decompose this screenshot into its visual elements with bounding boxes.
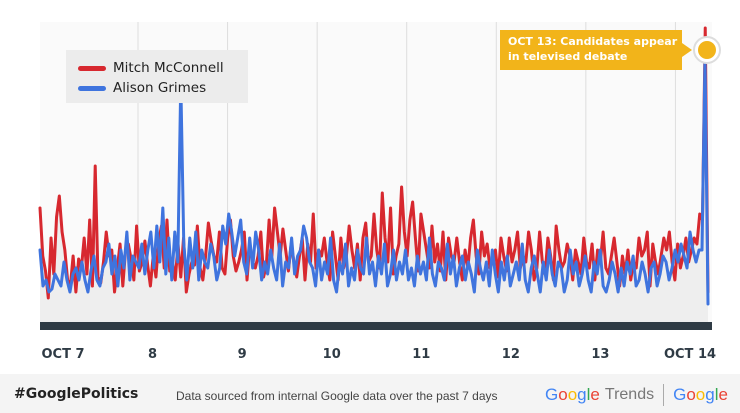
hashtag: #GooglePolitics	[14, 386, 139, 402]
google-logo-2: Google	[673, 385, 728, 404]
google-logo-1: Google	[545, 385, 600, 404]
x-axis-labels: OCT 7 8 9 10 11 12 13 OCT 14	[41, 347, 716, 362]
x-axis-bar	[40, 322, 712, 330]
callout-line-2: in televised debate	[508, 50, 628, 63]
series-line-mcconnell	[38, 26, 710, 300]
source-note: Data sourced from internal Google data o…	[176, 389, 498, 403]
legend-label: Mitch McConnell	[113, 60, 224, 76]
x-tick-label: 12	[502, 347, 520, 362]
x-tick-label: 10	[323, 347, 341, 362]
x-tick-label: 11	[412, 347, 430, 362]
marker-dot	[698, 41, 716, 59]
series-line-grimes	[38, 56, 710, 306]
trends-label: Trends	[604, 386, 655, 403]
legend-swatch-red	[78, 65, 106, 71]
footer	[0, 374, 740, 413]
legend-swatch-blue	[78, 85, 106, 91]
legend-item-grimes: Alison Grimes	[78, 80, 206, 96]
legend: Mitch McConnell Alison Grimes	[66, 50, 248, 103]
legend-label: Alison Grimes	[113, 80, 207, 96]
x-tick-label: OCT 7	[41, 347, 84, 362]
legend-item-mcconnell: Mitch McConnell	[78, 60, 224, 76]
series-lines	[38, 26, 710, 306]
x-tick-label: 9	[238, 347, 247, 362]
x-tick-label: 13	[591, 347, 609, 362]
logo-divider	[663, 384, 665, 406]
debate-marker	[682, 36, 721, 64]
debate-callout: OCT 13: Candidates appear in televised d…	[500, 30, 682, 70]
callout-pointer	[682, 43, 692, 57]
google-trends-logo: Google Trends Google	[545, 383, 728, 407]
x-tick-label: 8	[148, 347, 157, 362]
x-tick-label: OCT 14	[664, 347, 716, 362]
callout-line-1: OCT 13: Candidates appear	[508, 35, 678, 48]
